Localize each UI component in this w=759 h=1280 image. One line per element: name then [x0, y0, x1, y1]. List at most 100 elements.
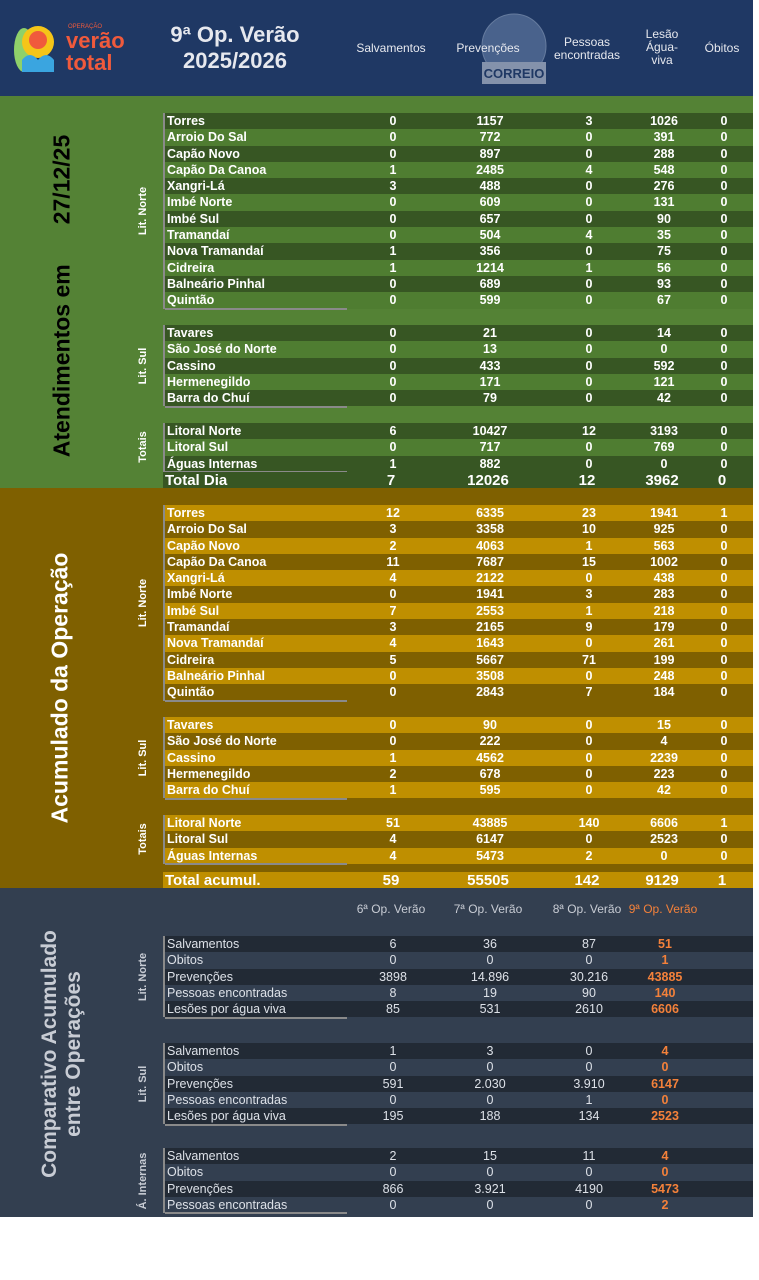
- table-row: Cidreira 5 5667 71 199 0: [165, 651, 753, 668]
- column-header-prevencoes: Prevenções: [456, 41, 520, 55]
- cell-value: 0: [720, 832, 728, 847]
- cell-value: 131: [653, 195, 675, 210]
- row-name: Pessoas encontradas: [167, 985, 288, 1000]
- cell-value: 1: [585, 1092, 593, 1107]
- table-row: São José do Norte 0 222 0 4 0: [165, 733, 753, 750]
- cell-value: 1002: [650, 554, 678, 569]
- cell-value: 12: [386, 506, 400, 520]
- group-label: Lit. Norte: [137, 578, 149, 627]
- group-underline: [165, 470, 347, 473]
- compare-title: Comparativo Acumulado entre Operações: [38, 930, 85, 1178]
- row-name: Litoral Sul: [167, 832, 229, 847]
- cell-value: 1: [389, 456, 397, 471]
- cell-value: 0: [486, 1060, 494, 1075]
- cell-value: 4562: [476, 750, 504, 765]
- cell-value: 13: [483, 342, 497, 357]
- group-underline: [165, 307, 347, 310]
- total-label: Total acumul.: [165, 872, 261, 889]
- cell-value: 391: [653, 130, 675, 145]
- group-underline: [165, 1123, 347, 1126]
- table-row: Águas Internas 1 882 0 0 0: [165, 455, 753, 472]
- cell-value: 0: [585, 1044, 593, 1058]
- cell-value: 433: [479, 358, 501, 373]
- cell-value: 0: [389, 211, 397, 226]
- cell-value: 93: [657, 276, 671, 291]
- cell-value: 85: [386, 1002, 400, 1017]
- table-row: Lesões por água viva 195 188 134 2523: [165, 1108, 753, 1125]
- table-group-2: Litoral Norte 51 43885 140 6606 1 Litoral Sul 4…: [163, 815, 753, 865]
- cell-value: 9: [585, 620, 593, 635]
- cell-value: 4: [585, 162, 593, 177]
- row-name: Litoral Norte: [167, 424, 242, 438]
- cell-value: 0: [389, 374, 397, 389]
- cell-value: 0: [720, 620, 728, 635]
- cell-value: 0: [585, 1197, 593, 1212]
- cell-value: 2523: [650, 832, 678, 847]
- row-name: Águas Internas: [167, 848, 258, 863]
- row-name: Quintão: [167, 293, 215, 308]
- cell-value: 2610: [575, 1002, 603, 1017]
- table-row: Águas Internas 4 5473 2 0 0: [165, 847, 753, 864]
- table-row: Tramandaí 0 504 4 35 0: [165, 227, 753, 244]
- cell-value: 0: [585, 195, 593, 210]
- table-group-0: Salvamentos 6 36 87 51 Obitos 0 0 0 1 Prevenções 38…: [163, 936, 753, 1019]
- row-name: Obitos: [167, 1165, 204, 1180]
- cell-value: 0: [486, 1197, 494, 1212]
- total-value: 12: [578, 472, 596, 489]
- table-row: Hermenegildo 2 678 0 223 0: [165, 765, 753, 783]
- cell-value: 1: [389, 1044, 397, 1058]
- cell-value: 1: [585, 260, 593, 275]
- cell-value: 3: [585, 114, 593, 128]
- cell-value: 0: [585, 636, 593, 651]
- cell-value: 0: [585, 130, 593, 145]
- table-group-2: Salvamentos 2 15 11 4 Obitos 0 0 0 0 Prevenções 866…: [163, 1148, 753, 1215]
- cell-value: 0: [660, 848, 668, 863]
- table-row: Arroio Do Sal 3 3358 10 925 0: [165, 521, 753, 538]
- table-row: Obitos 0 0 0 0: [165, 1059, 753, 1076]
- group-underline: [165, 862, 347, 865]
- cell-value: 0: [720, 603, 728, 618]
- cell-value: 2553: [476, 603, 504, 618]
- table-row: Imbé Norte 0 609 0 131 0: [165, 194, 753, 211]
- cell-value: 0: [720, 652, 728, 667]
- cell-value: 0: [585, 293, 593, 308]
- cell-value: 4: [389, 832, 397, 847]
- cell-value: 90: [582, 985, 596, 1000]
- table-row: Obitos 0 0 0 1: [165, 952, 753, 969]
- cell-value: 0: [720, 424, 728, 438]
- row-name: Hermenegildo: [167, 374, 251, 389]
- cell-value: 2485: [476, 162, 504, 177]
- cell-value: 261: [653, 636, 675, 651]
- cell-value: 15: [657, 718, 671, 732]
- cell-value: 42: [657, 783, 671, 798]
- row-name: Balneário Pinhal: [167, 276, 265, 291]
- cell-value: 3: [389, 620, 397, 635]
- cell-value: 36: [483, 937, 497, 951]
- cell-value: 0: [585, 783, 593, 798]
- cell-value: 2122: [476, 571, 504, 586]
- cell-value: 0: [585, 326, 593, 340]
- total-row: Total acumul. 59 55505 142 9129 1: [163, 872, 753, 889]
- table-row: Tramandaí 3 2165 9 179 0: [165, 619, 753, 636]
- cell-value: 4: [661, 1044, 669, 1058]
- cell-value: 4063: [476, 538, 504, 553]
- cell-value: 591: [382, 1076, 404, 1091]
- group-underline: [165, 797, 347, 800]
- svg-text:CORREIO: CORREIO: [484, 66, 545, 81]
- column-header-lesao: Lesão Água-viva: [645, 27, 679, 67]
- row-name: Capão Novo: [167, 146, 240, 161]
- table-row: Prevenções 866 3.921 4190 5473: [165, 1180, 753, 1197]
- group-label: Totais: [137, 823, 149, 856]
- row-name: Torres: [167, 114, 205, 128]
- row-name: Obitos: [167, 953, 204, 968]
- cell-value: 1: [585, 603, 593, 618]
- cell-value: 0: [585, 571, 593, 586]
- cell-value: 0: [389, 342, 397, 357]
- cell-value: 51: [658, 937, 672, 951]
- row-name: Imbé Sul: [167, 211, 220, 226]
- cell-value: 71: [582, 652, 596, 667]
- cell-value: 6147: [476, 832, 504, 847]
- cell-value: 0: [585, 832, 593, 847]
- cell-value: 0: [389, 146, 397, 161]
- table-row: Capão Novo 2 4063 1 563 0: [165, 537, 753, 554]
